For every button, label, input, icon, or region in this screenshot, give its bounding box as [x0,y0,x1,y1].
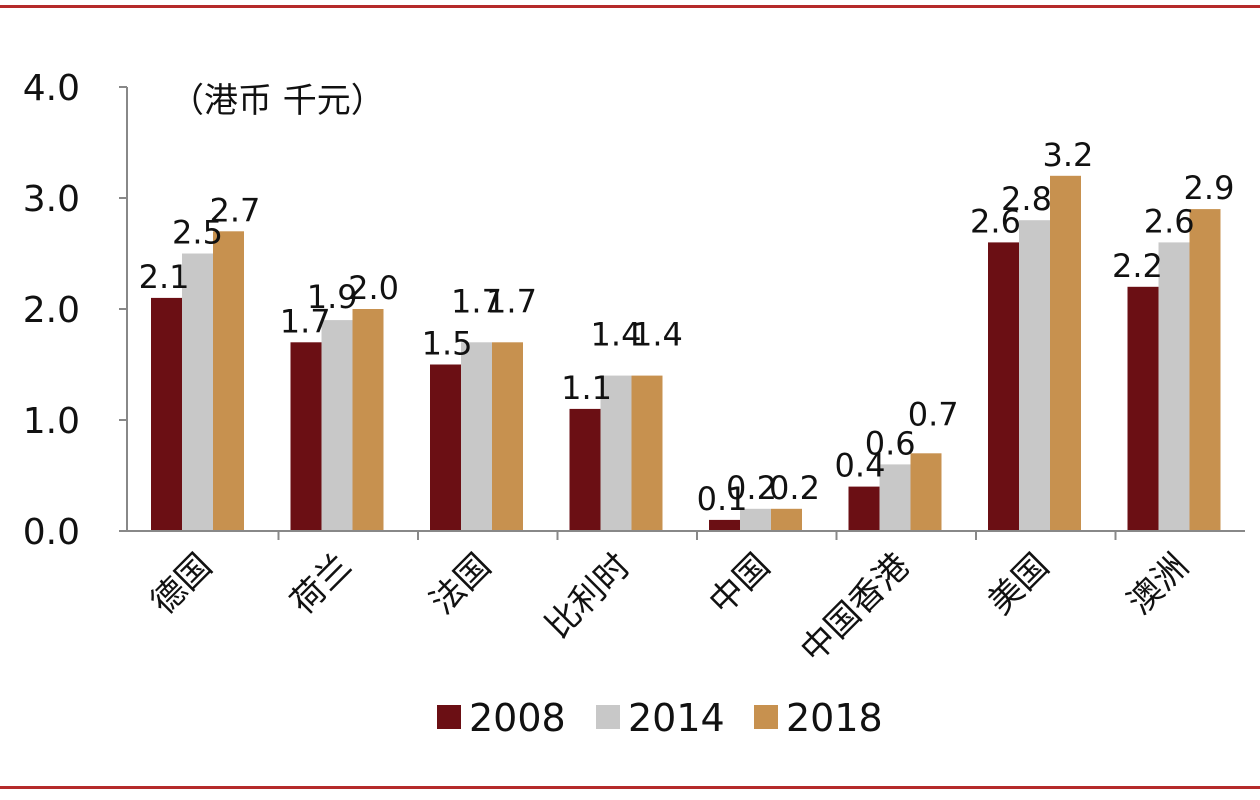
bar-2008-1 [290,342,322,531]
top-rule [0,5,1260,8]
bar-2008-3 [569,408,601,531]
bar-2008-4 [709,519,740,531]
y-tick-label: 2.0 [23,290,80,331]
value-label-2008-3: 1.1 [561,369,612,407]
value-label-2014-7: 2.6 [1144,202,1195,240]
bar-2018-2 [492,342,523,531]
value-label-2014-4: 0.2 [726,469,777,507]
value-label-2018-3: 1.4 [632,316,683,354]
value-label-2014-3: 1.4 [591,316,642,354]
category-label-5: 中国香港 [793,546,917,670]
category-label-3: 比利时 [538,546,638,646]
bar-2014-2 [461,342,492,531]
bar-2018-4 [771,508,802,531]
legend-swatch-2018 [754,705,778,729]
legend-swatch-2008 [437,705,461,729]
bar-2014-5 [879,464,911,531]
bar-2008-5 [848,486,880,531]
legend: 2008 2014 2018 [437,696,883,740]
bar-2014-0 [182,253,213,531]
bar-2014-1 [321,320,353,531]
legend-swatch-2014 [596,705,620,729]
bar-2008-0 [151,297,182,531]
bar-2014-6 [1019,220,1050,531]
category-label-6: 美国 [980,546,1056,622]
bar-2014-3 [600,375,632,531]
unit-label: （港币 千元） [170,81,385,121]
bar-2018-6 [1050,175,1081,532]
y-tick-label: 4.0 [23,68,80,109]
value-label-2014-1: 1.9 [307,278,358,316]
bar-2008-7 [1127,286,1159,531]
bar-2014-7 [1158,242,1190,531]
value-label-2014-2: 1.7 [451,282,502,320]
category-label-7: 澳洲 [1120,546,1196,622]
value-label-2018-0: 2.7 [209,191,260,229]
category-label-1: 荷兰 [283,546,359,622]
legend-label-2014: 2014 [628,696,725,740]
value-label-2008-1: 1.7 [280,302,331,340]
value-label-2008-4: 0.1 [697,480,748,518]
bar-2018-0 [213,231,244,532]
value-label-2018-6: 3.2 [1042,136,1093,174]
value-label-2008-2: 1.5 [422,325,473,363]
bar-2018-3 [631,375,663,531]
value-label-2008-0: 2.1 [139,258,190,296]
legend-label-2018: 2018 [786,696,883,740]
legend-label-2008: 2008 [469,696,566,740]
value-label-2008-7: 2.2 [1112,247,1163,285]
y-tick-label: 3.0 [23,179,80,220]
value-label-2018-2: 1.7 [486,282,537,320]
value-label-2014-6: 2.8 [1001,180,1052,218]
y-axis: 0.0 1.0 2.0 3.0 4.0 [23,68,128,553]
bar-2008-2 [430,364,461,531]
bar-2014-4 [740,508,771,531]
bar-2018-7 [1189,209,1221,531]
category-label-4: 中国 [701,546,777,622]
bottom-rule [0,786,1260,789]
value-label-2018-4: 0.2 [769,469,820,507]
category-label-2: 法国 [422,546,498,622]
value-label-2014-5: 0.6 [865,424,916,462]
category-label-0: 德国 [143,546,219,622]
value-label-2018-5: 0.7 [908,395,959,433]
bars [151,175,1221,532]
y-tick-label: 0.0 [23,512,80,553]
value-label-2018-7: 2.9 [1184,169,1235,207]
value-labels: 2.11.71.51.10.10.42.62.22.51.9 1.71.40.20… [139,136,1235,518]
bar-2008-6 [988,242,1019,531]
value-label-2014-0: 2.5 [172,214,223,252]
y-tick-label: 1.0 [23,401,80,442]
value-label-2018-1: 2.0 [348,269,399,307]
bar-2018-5 [910,453,942,531]
x-axis: 德国 荷兰 法国 比利时 中国 中国香港 美国 澳洲 [127,530,1245,671]
bar-2018-1 [352,309,384,531]
value-label-2008-5: 0.4 [835,447,886,485]
value-label-2008-6: 2.6 [970,202,1021,240]
